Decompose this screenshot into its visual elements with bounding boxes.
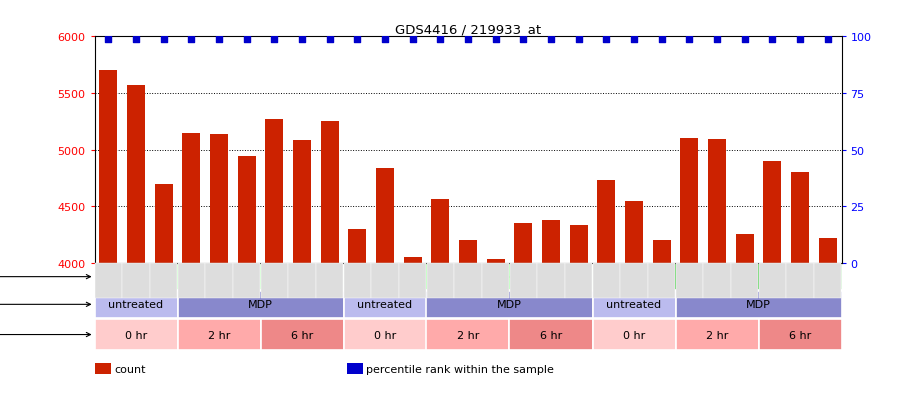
Bar <box>266 120 284 263</box>
Text: NOD2 wild type: NOD2 wild type <box>178 272 260 282</box>
Point <box>461 36 475 43</box>
Point <box>599 36 614 43</box>
Bar <box>487 260 505 263</box>
Bar <box>431 200 449 263</box>
Bar <box>210 134 228 263</box>
Bar <box>177 319 260 350</box>
Bar <box>293 141 311 263</box>
Bar <box>819 238 837 263</box>
Text: 0 hr: 0 hr <box>125 330 147 340</box>
Text: 2 hr: 2 hr <box>457 330 479 340</box>
Point <box>489 36 503 43</box>
Point <box>682 36 697 43</box>
Bar <box>94 291 177 318</box>
Point <box>516 36 530 43</box>
Bar <box>183 133 201 263</box>
Text: 2 hr: 2 hr <box>706 330 728 340</box>
Bar <box>427 291 592 318</box>
Bar <box>680 139 698 263</box>
Text: MDP: MDP <box>248 299 273 310</box>
Bar <box>676 319 759 350</box>
Bar <box>676 291 842 318</box>
Bar <box>735 235 753 263</box>
Point <box>821 36 835 43</box>
Bar <box>99 71 117 263</box>
Point <box>267 36 282 43</box>
Bar <box>598 180 616 263</box>
Text: MDP: MDP <box>746 299 771 310</box>
Bar <box>155 184 173 263</box>
Point <box>737 36 751 43</box>
Bar <box>177 291 344 318</box>
Bar <box>238 157 256 263</box>
Text: untreated: untreated <box>108 299 164 310</box>
Bar <box>320 122 338 263</box>
Bar <box>127 86 145 263</box>
Bar <box>570 226 588 263</box>
Text: untreated: untreated <box>357 299 412 310</box>
Bar <box>542 220 560 263</box>
Text: MDP: MDP <box>497 299 522 310</box>
Point <box>626 36 641 43</box>
Point <box>239 36 254 43</box>
Bar <box>344 319 427 350</box>
Point <box>793 36 807 43</box>
Bar <box>652 240 670 263</box>
Point <box>129 36 143 43</box>
Point <box>765 36 779 43</box>
Bar <box>592 319 676 350</box>
Bar <box>708 140 726 263</box>
Text: genotype/variation: genotype/variation <box>0 272 91 282</box>
Bar <box>94 264 344 290</box>
Point <box>157 36 171 43</box>
Bar <box>260 319 344 350</box>
Bar <box>404 258 422 263</box>
Bar <box>514 223 532 263</box>
Point <box>378 36 392 43</box>
Text: 0 hr: 0 hr <box>374 330 396 340</box>
Point <box>433 36 447 43</box>
Text: 2 hr: 2 hr <box>208 330 230 340</box>
Bar <box>759 319 842 350</box>
Point <box>184 36 199 43</box>
Bar <box>348 229 366 263</box>
Title: GDS4416 / 219933_at: GDS4416 / 219933_at <box>395 23 541 36</box>
Point <box>406 36 420 43</box>
Text: agent: agent <box>0 299 91 310</box>
Text: 6 hr: 6 hr <box>540 330 562 340</box>
Text: 6 hr: 6 hr <box>291 330 313 340</box>
Point <box>350 36 365 43</box>
Text: percentile rank within the sample: percentile rank within the sample <box>366 364 554 374</box>
Point <box>322 36 337 43</box>
Bar <box>592 291 676 318</box>
Point <box>101 36 115 43</box>
Point <box>654 36 669 43</box>
Text: 0 hr: 0 hr <box>623 330 645 340</box>
Text: untreated: untreated <box>607 299 662 310</box>
Text: NOD2 L1007fsinsC: NOD2 L1007fsinsC <box>419 272 517 282</box>
Bar <box>625 201 643 263</box>
Bar <box>592 264 842 290</box>
Bar <box>344 291 427 318</box>
Point <box>572 36 586 43</box>
Bar <box>459 240 477 263</box>
Bar <box>94 319 177 350</box>
Text: 6 hr: 6 hr <box>789 330 811 340</box>
Text: count: count <box>114 364 146 374</box>
Bar <box>344 264 592 290</box>
Bar <box>791 173 809 263</box>
Text: control: control <box>698 272 735 282</box>
Text: time: time <box>0 330 91 340</box>
Point <box>295 36 310 43</box>
Bar <box>763 161 781 263</box>
Bar <box>376 168 394 263</box>
Bar <box>427 319 509 350</box>
Point <box>544 36 558 43</box>
Point <box>710 36 724 43</box>
Bar <box>509 319 592 350</box>
Point <box>212 36 226 43</box>
